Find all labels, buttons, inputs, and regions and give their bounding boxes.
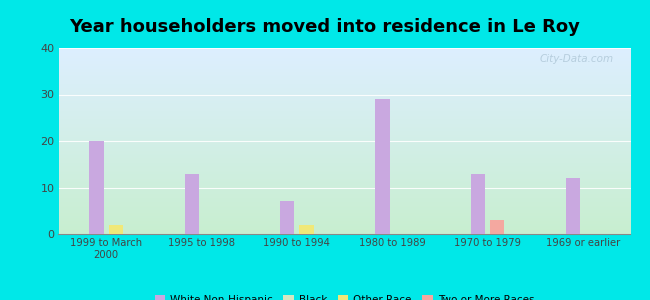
Bar (185, 173, 199, 234)
Bar (299, 225, 313, 234)
Bar (109, 225, 123, 234)
Bar (566, 178, 580, 234)
Bar (280, 202, 294, 234)
Legend: White Non-Hispanic, Black, Other Race, Two or More Races: White Non-Hispanic, Black, Other Race, T… (155, 295, 534, 300)
Bar (376, 99, 390, 234)
Text: Year householders moved into residence in Le Roy: Year householders moved into residence i… (70, 18, 580, 36)
Text: City-Data.com: City-Data.com (540, 54, 614, 64)
Bar (90, 141, 104, 234)
Bar (490, 220, 504, 234)
Bar (471, 173, 485, 234)
